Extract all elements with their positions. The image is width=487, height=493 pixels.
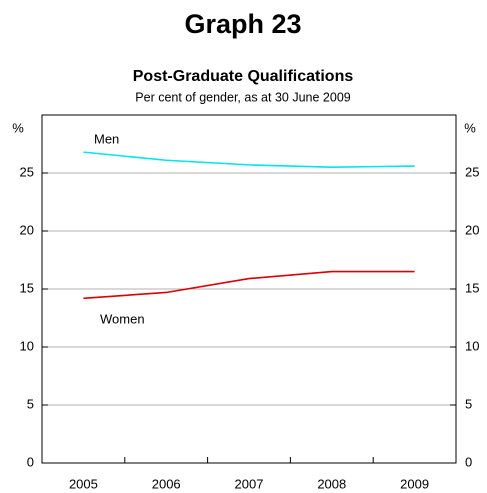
y2-tick-label: 5 bbox=[465, 396, 472, 411]
series-label: Women bbox=[100, 312, 145, 327]
y2-tick-label: 25 bbox=[465, 164, 479, 179]
series-label: Men bbox=[94, 132, 119, 147]
y2-tick-label: 15 bbox=[465, 280, 479, 295]
y2-axis-label: % bbox=[464, 120, 476, 135]
plot-frame bbox=[41, 114, 457, 464]
chart-title: Graph 23 bbox=[184, 9, 301, 39]
y-tick-label: 15 bbox=[20, 280, 34, 295]
y-tick-label: 25 bbox=[20, 164, 34, 179]
x-tick-label: 2005 bbox=[69, 476, 98, 491]
x-tick-label: 2007 bbox=[235, 476, 264, 491]
y-tick-label: 5 bbox=[27, 396, 34, 411]
y-tick-label: 10 bbox=[20, 338, 34, 353]
series-line bbox=[83, 151, 415, 169]
y-tick-label: 20 bbox=[20, 222, 34, 237]
series-line bbox=[83, 270, 415, 300]
chart-note: Per cent of gender, as at 30 June 2009 bbox=[135, 90, 350, 104]
y2-tick-label: 0 bbox=[465, 454, 472, 469]
y2-tick-label: 10 bbox=[465, 338, 479, 353]
y2-tick-label: 20 bbox=[465, 222, 479, 237]
x-tick-label: 2009 bbox=[400, 476, 429, 491]
y-axis-label: % bbox=[12, 120, 24, 135]
chart-subtitle: Post-Graduate Qualifications bbox=[133, 68, 354, 85]
x-tick-label: 2006 bbox=[152, 476, 181, 491]
y-tick-label: 0 bbox=[27, 454, 34, 469]
x-tick-label: 2008 bbox=[317, 476, 346, 491]
